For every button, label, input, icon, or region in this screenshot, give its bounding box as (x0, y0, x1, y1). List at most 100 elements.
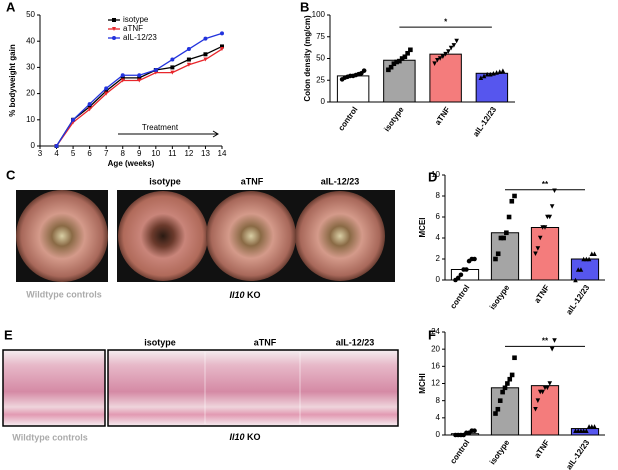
legend-label: aTNF (123, 24, 143, 33)
x-tick-label: 4 (54, 149, 59, 158)
gene: Il10 (229, 432, 244, 442)
point (170, 65, 175, 70)
endoscopy-image (295, 191, 385, 281)
x-tick-label: 3 (38, 149, 43, 158)
histology-image (2, 349, 106, 427)
point (535, 398, 541, 403)
point (137, 78, 142, 83)
point (495, 406, 501, 412)
point (505, 381, 510, 386)
x-tick-label: 6 (87, 149, 92, 158)
x-tick-label: isotype (488, 438, 512, 467)
point (451, 43, 457, 48)
annotation: Treatment (142, 123, 179, 132)
endoscopy-image (16, 190, 108, 282)
point (537, 235, 543, 241)
point (186, 57, 191, 62)
panel-letter: D (428, 169, 437, 184)
point (137, 73, 142, 78)
point (540, 389, 545, 395)
point (512, 193, 517, 199)
point (54, 144, 59, 148)
point (549, 204, 555, 209)
point (478, 75, 484, 80)
point (535, 246, 541, 251)
panel-letter: A (6, 0, 16, 14)
point (71, 117, 76, 122)
y-tick-label: 20 (26, 89, 35, 98)
group-label: aIL-12/23 (336, 337, 375, 347)
point (507, 376, 513, 382)
panel-letter: C (6, 167, 16, 182)
point (104, 88, 109, 93)
point (446, 49, 451, 54)
point (399, 56, 405, 61)
point (592, 424, 597, 429)
x-tick-label: 7 (104, 149, 109, 158)
legend-marker (112, 36, 116, 40)
point (408, 47, 413, 53)
point (501, 235, 506, 241)
point (502, 385, 508, 391)
point (361, 68, 367, 73)
y-tick-label: 50 (316, 54, 325, 63)
bar (570, 258, 600, 281)
y-tick-label: 2 (436, 254, 441, 263)
point (388, 64, 394, 70)
group-label: isotype (144, 337, 176, 347)
point (552, 338, 557, 343)
x-tick-label: 14 (218, 149, 227, 158)
y-tick-label: 4 (436, 233, 441, 242)
gene: Il10 (229, 290, 244, 300)
x-axis-label: Age (weeks) (108, 159, 155, 168)
point (586, 256, 592, 262)
significance-label: ** (542, 180, 549, 189)
point (542, 225, 548, 230)
point (87, 102, 92, 107)
point (497, 398, 503, 403)
y-tick-label: 10 (26, 115, 35, 124)
ko-label: Il10 KO (229, 290, 260, 300)
ko: KO (247, 290, 261, 300)
point (592, 251, 597, 257)
point (432, 61, 437, 67)
point (533, 251, 538, 257)
bar (490, 232, 520, 281)
bar (429, 53, 462, 103)
point (547, 381, 553, 386)
point (120, 75, 125, 80)
x-tick-label: 13 (201, 149, 210, 158)
point (203, 52, 208, 57)
y-axis-label: % bodyweight gain (8, 44, 17, 117)
y-axis-label: Colon density (mg/cm) (303, 15, 312, 102)
point (573, 277, 578, 283)
x-tick-label: isotype (382, 105, 406, 134)
point (186, 47, 191, 52)
panel-letter: B (300, 0, 309, 14)
y-tick-label: 0 (436, 275, 441, 284)
point (578, 267, 584, 272)
point (512, 355, 517, 361)
significance-label: * (444, 17, 448, 26)
group-label: aTNF (241, 176, 264, 186)
point (87, 107, 92, 112)
point (104, 86, 109, 91)
point (552, 188, 557, 194)
control-label: Wildtype controls (12, 432, 87, 442)
point (547, 214, 553, 220)
y-tick-label: 75 (316, 32, 325, 41)
x-tick-label: aIL-12/23 (564, 283, 591, 317)
x-tick-label: 10 (151, 149, 160, 158)
x-tick-label: aTNF (533, 438, 552, 460)
y-tick-label: 25 (316, 75, 325, 84)
point (500, 389, 505, 395)
y-tick-label: 50 (26, 10, 35, 19)
bar (383, 59, 416, 103)
point (153, 68, 158, 73)
significance-label: ** (542, 337, 549, 346)
x-tick-label: 11 (168, 149, 177, 158)
point (464, 267, 469, 272)
y-tick-label: 40 (26, 36, 35, 45)
y-tick-label: 30 (26, 63, 35, 72)
annotation-arrowhead (212, 130, 219, 138)
